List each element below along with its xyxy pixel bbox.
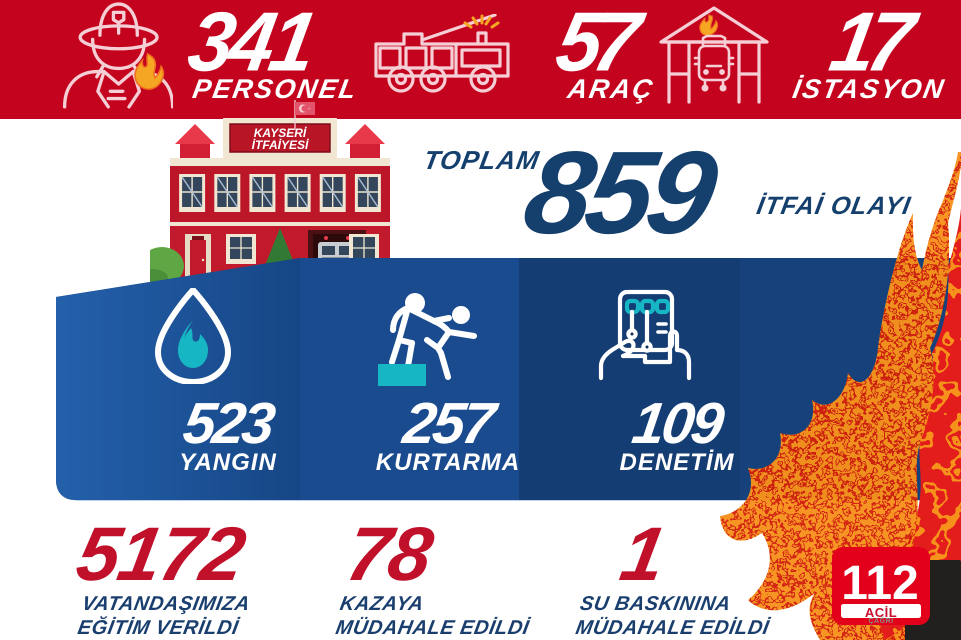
- svg-text:112: 112: [841, 557, 918, 610]
